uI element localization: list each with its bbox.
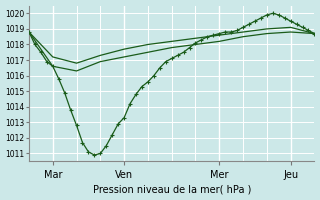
X-axis label: Pression niveau de la mer( hPa ): Pression niveau de la mer( hPa )	[92, 184, 251, 194]
